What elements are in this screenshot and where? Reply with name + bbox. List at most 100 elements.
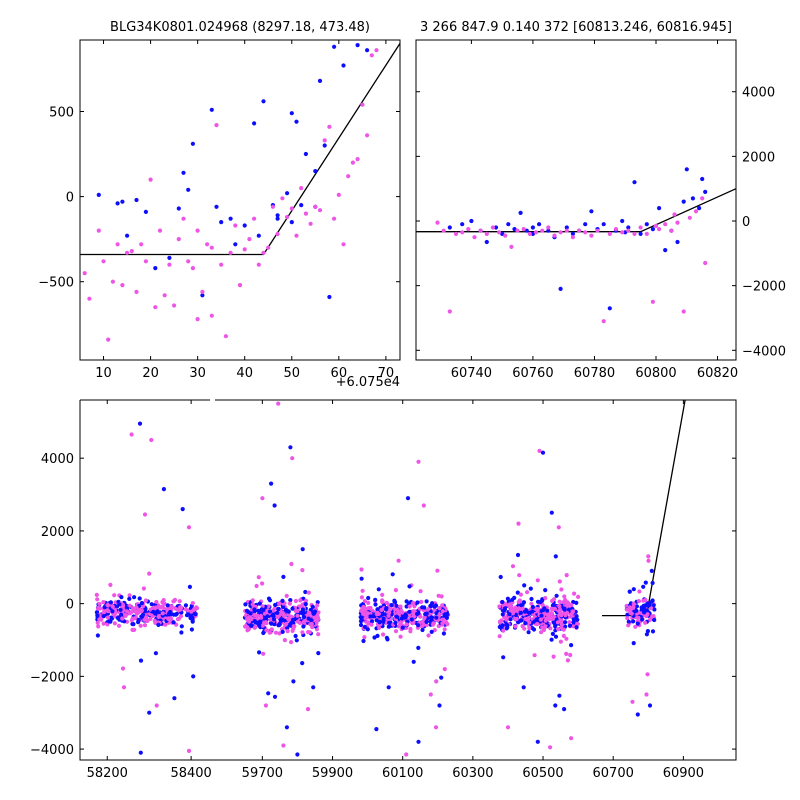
panel-left-point-0 — [96, 192, 101, 197]
panel-bottom-ytick-label: 2000 — [41, 525, 74, 540]
panel-bottom-xtick-label: 60700 — [593, 766, 634, 781]
panel-bottom-point — [404, 604, 409, 609]
panel-bottom-point — [530, 604, 536, 610]
panel-right: 3 266 847.9 0.140 372 [60813.246, 60816.… — [415, 20, 786, 381]
panel-bottom-point — [565, 611, 570, 616]
panel-bottom-point — [424, 622, 429, 628]
panel-bottom-point — [400, 625, 405, 630]
panel-right-point-1 — [681, 309, 686, 314]
panel-left-point-0 — [120, 199, 125, 204]
panel-right-point-1 — [564, 228, 569, 233]
panel-bottom-outlier — [149, 437, 154, 443]
panel-bottom-point — [298, 598, 303, 603]
panel-bottom-point — [557, 604, 562, 609]
panel-bottom-outlier — [635, 712, 640, 717]
panel-right-point-1 — [632, 231, 637, 236]
panel-bottom-point — [361, 612, 366, 617]
panel-bottom-outlier — [569, 736, 574, 741]
panel-bottom-point — [532, 653, 537, 658]
panel-bottom-point — [518, 592, 524, 597]
panel-left-point-1 — [190, 266, 195, 271]
panel-bottom-point — [634, 604, 640, 609]
panel-bottom-point — [266, 691, 271, 696]
panel-bottom-point — [529, 601, 534, 606]
panel-bottom-point — [293, 633, 298, 639]
panel-right-point-1 — [650, 299, 656, 304]
panel-left-point-1 — [162, 293, 167, 298]
panel-left-xtick-label: 30 — [189, 366, 206, 381]
panel-bottom-point — [108, 582, 113, 588]
panel-bottom-point — [409, 617, 414, 622]
panel-right-point-0 — [537, 222, 542, 227]
panel-bottom-point — [120, 616, 125, 621]
panel-bottom-ytick-label: 4000 — [41, 452, 74, 467]
panel-bottom-point — [280, 617, 285, 623]
panel-bottom-point — [254, 583, 259, 589]
panel-right-point-0 — [530, 225, 536, 230]
panel-bottom-point — [404, 622, 409, 627]
panel-bottom-point — [510, 564, 516, 569]
panel-bottom-point — [303, 589, 308, 595]
panel-bottom-point — [631, 587, 636, 592]
panel-bottom-point — [359, 576, 364, 581]
panel-left-point-1 — [237, 283, 243, 288]
panel-bottom-point — [94, 592, 99, 598]
panel-bottom-point — [567, 620, 572, 625]
panel-bottom-point — [365, 611, 370, 616]
panel-right-point-0 — [623, 230, 628, 235]
panel-right-point-0 — [632, 180, 637, 185]
panel-bottom-point — [539, 613, 544, 618]
panel-bottom-point — [637, 589, 642, 594]
panel-left-point-1 — [266, 245, 271, 250]
panel-bottom-point — [541, 608, 546, 613]
panel-bottom-outlier — [646, 554, 651, 559]
panel-bottom-point — [261, 630, 266, 636]
panel-right-point-0 — [690, 196, 696, 201]
panel-bottom-outlier — [269, 481, 274, 486]
panel-bottom-point — [651, 614, 656, 619]
panel-bottom-point — [310, 604, 315, 609]
panel-bottom-outlier — [556, 525, 561, 530]
panel-right-point-0 — [644, 222, 649, 227]
panel-left-point-0 — [275, 213, 280, 218]
panel-right-point-0 — [675, 239, 680, 245]
panel-left-point-1 — [374, 48, 379, 53]
panel-bottom-outlier — [405, 496, 411, 501]
panel-bottom-point — [252, 607, 257, 612]
panel-bottom-point — [502, 608, 507, 613]
panel-bottom-outlier — [186, 748, 192, 754]
panel-left-point-1 — [242, 247, 247, 252]
panel-bottom-point — [440, 621, 445, 626]
panel-bottom-point — [558, 639, 564, 644]
panel-left-point-0 — [289, 220, 294, 225]
panel-bottom-xtick-label: 60100 — [382, 766, 423, 781]
panel-right-point-1 — [620, 230, 625, 235]
panel-left-point-1 — [303, 211, 308, 216]
panel-bottom-point — [398, 634, 403, 639]
panel-left-point-0 — [181, 170, 186, 175]
panel-bottom-point — [501, 655, 506, 660]
panel-bottom-point — [562, 594, 567, 599]
panel-bottom-point — [393, 629, 399, 634]
panel-bottom-point — [166, 611, 171, 617]
panel-bottom-point — [151, 609, 156, 614]
panel-bottom-point — [95, 633, 100, 638]
panel-bottom-point — [388, 606, 393, 612]
panel-left-point-1 — [157, 228, 163, 233]
panel-bottom-point — [246, 615, 251, 620]
panel-bottom-point — [633, 624, 638, 629]
panel-bottom-xtick-label: 60300 — [452, 766, 493, 781]
panel-bottom-point — [287, 601, 292, 606]
panel-bottom-point — [646, 558, 651, 563]
panel-left-point-0 — [289, 111, 294, 116]
panel-left-point-0 — [256, 233, 261, 238]
panel-bottom-point — [416, 645, 421, 651]
panel-left-point-1 — [247, 237, 252, 242]
panel-left-point-0 — [294, 119, 299, 124]
panel-bottom-point — [280, 598, 285, 604]
panel-bottom-point — [551, 654, 556, 659]
panel-bottom-outlier — [437, 703, 442, 708]
panel-bottom-point — [262, 611, 267, 616]
panel-bottom-point — [517, 573, 522, 578]
panel-left-ytick-label: 0 — [66, 191, 74, 206]
